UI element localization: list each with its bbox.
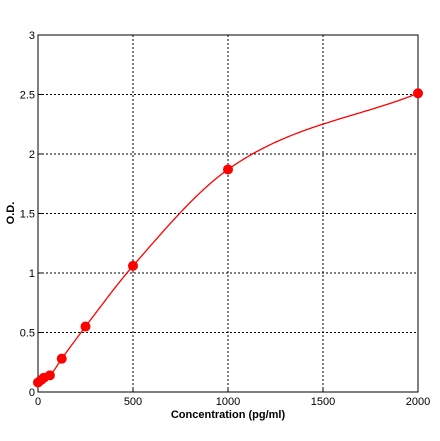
x-tick-label: 0 [35, 396, 41, 408]
x-tick-label: 500 [124, 396, 142, 408]
y-tick-label: 0 [29, 387, 35, 399]
y-axis-title: O.D. [5, 202, 17, 225]
x-tick-label: 1500 [311, 396, 335, 408]
data-point [56, 353, 67, 364]
data-point [413, 88, 423, 99]
x-tick-label: 1000 [216, 396, 240, 408]
y-tick-label: 2.5 [20, 90, 35, 102]
y-tick-label: 3 [29, 30, 35, 42]
y-tick-label: 2 [29, 149, 35, 161]
y-tick-label: 0.5 [20, 328, 35, 340]
y-tick-label: 1 [29, 268, 35, 280]
x-tick-label: 2000 [406, 396, 430, 408]
data-point [44, 370, 55, 381]
grid-lines [38, 35, 418, 392]
data-point [128, 260, 138, 271]
data-point [223, 164, 233, 175]
y-axis: 0 0.5 1 1.5 2 2.5 3 [20, 30, 42, 399]
y-tick-label: 1.5 [20, 209, 35, 221]
data-point [80, 321, 91, 332]
x-axis-title: Concentration (pg/ml) [171, 409, 286, 421]
x-axis: 0 500 1000 1500 2000 [35, 388, 430, 408]
data-points [33, 88, 423, 388]
